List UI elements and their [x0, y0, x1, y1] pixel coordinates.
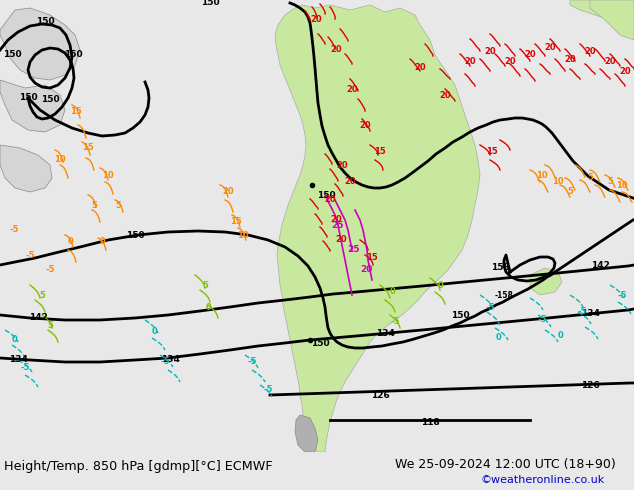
- Text: 15: 15: [230, 218, 242, 226]
- Text: 0: 0: [495, 334, 501, 343]
- Text: 5: 5: [202, 280, 208, 290]
- Text: 126: 126: [371, 391, 389, 399]
- Text: 118: 118: [420, 417, 439, 426]
- Text: 20: 20: [414, 64, 426, 73]
- Text: 25: 25: [332, 220, 344, 229]
- Text: 134: 134: [375, 329, 394, 339]
- Text: 20: 20: [564, 55, 576, 65]
- Text: 20: 20: [310, 16, 322, 24]
- Text: 150: 150: [126, 231, 145, 241]
- Text: 10: 10: [102, 171, 114, 179]
- Text: -5: -5: [577, 308, 586, 317]
- Text: 5: 5: [587, 173, 593, 182]
- Text: 0: 0: [557, 330, 563, 340]
- Text: 0: 0: [152, 327, 158, 337]
- Text: -5: -5: [10, 225, 19, 235]
- Text: 126: 126: [581, 381, 599, 390]
- Text: 20: 20: [336, 161, 348, 170]
- Text: 20: 20: [330, 216, 342, 224]
- Text: -5: -5: [247, 358, 257, 367]
- Text: 20: 20: [360, 266, 372, 274]
- Polygon shape: [295, 415, 318, 452]
- Text: 0: 0: [437, 280, 443, 290]
- Text: Height/Temp. 850 hPa [gdmp][°C] ECMWF: Height/Temp. 850 hPa [gdmp][°C] ECMWF: [4, 460, 273, 472]
- Text: 20: 20: [484, 48, 496, 56]
- Text: -5: -5: [485, 303, 495, 313]
- Text: -5: -5: [160, 358, 170, 367]
- Text: 150: 150: [41, 96, 60, 104]
- Text: 20: 20: [619, 68, 631, 76]
- Text: 0: 0: [67, 238, 73, 246]
- Text: 25: 25: [347, 245, 359, 254]
- Polygon shape: [590, 0, 634, 40]
- Text: 20: 20: [439, 91, 451, 99]
- Text: 134: 134: [160, 356, 179, 365]
- Text: 0: 0: [99, 238, 105, 246]
- Polygon shape: [0, 80, 65, 132]
- Text: 20: 20: [604, 57, 616, 67]
- Text: 150: 150: [451, 312, 469, 320]
- Text: 5: 5: [91, 200, 97, 210]
- Text: 150: 150: [317, 192, 335, 200]
- Text: -5: -5: [20, 364, 30, 372]
- Text: 20: 20: [335, 236, 347, 245]
- Text: 134: 134: [9, 356, 27, 365]
- Text: 20: 20: [344, 177, 356, 187]
- Text: -158: -158: [495, 291, 514, 299]
- Text: 150: 150: [201, 0, 219, 7]
- Text: 5: 5: [47, 320, 53, 329]
- Polygon shape: [275, 5, 480, 452]
- Polygon shape: [0, 8, 80, 80]
- Text: 150: 150: [18, 94, 37, 102]
- Text: 10: 10: [237, 230, 249, 240]
- Text: 20: 20: [584, 48, 596, 56]
- Text: 15: 15: [374, 147, 386, 156]
- Polygon shape: [0, 145, 52, 192]
- Text: 142: 142: [29, 314, 48, 322]
- Text: 150: 150: [63, 50, 82, 59]
- Text: 158: 158: [491, 264, 509, 272]
- Text: -5: -5: [45, 266, 55, 274]
- Polygon shape: [570, 0, 634, 30]
- Text: 20: 20: [330, 46, 342, 54]
- Text: 15: 15: [82, 144, 94, 152]
- Text: 150: 150: [3, 50, 22, 59]
- Text: 20: 20: [346, 85, 358, 95]
- Text: 134: 134: [581, 310, 599, 318]
- Text: 10: 10: [616, 180, 628, 190]
- Text: 20: 20: [504, 57, 516, 67]
- Text: ©weatheronline.co.uk: ©weatheronline.co.uk: [480, 475, 604, 485]
- Text: 142: 142: [590, 262, 609, 270]
- Text: 150: 150: [311, 340, 329, 348]
- Text: 0: 0: [205, 303, 211, 313]
- Text: 150: 150: [36, 18, 55, 26]
- Text: 15: 15: [486, 147, 498, 156]
- Text: We 25-09-2024 12:00 UTC (18+90): We 25-09-2024 12:00 UTC (18+90): [395, 458, 616, 470]
- Text: 15: 15: [366, 253, 378, 263]
- Text: 0: 0: [389, 288, 395, 296]
- Text: 5: 5: [115, 200, 121, 210]
- Text: -5: -5: [263, 386, 273, 394]
- Text: 20: 20: [222, 188, 234, 196]
- Text: 10: 10: [536, 171, 548, 179]
- Text: 20: 20: [524, 50, 536, 59]
- Text: -5: -5: [618, 291, 627, 299]
- Text: -5: -5: [391, 318, 400, 326]
- Text: -5: -5: [25, 250, 35, 260]
- Text: 20: 20: [324, 196, 336, 204]
- Text: 10: 10: [54, 155, 66, 165]
- Text: 10: 10: [552, 177, 564, 187]
- Text: 0: 0: [12, 336, 18, 344]
- Text: -5: -5: [537, 316, 547, 324]
- Text: 15: 15: [70, 107, 82, 117]
- Text: 20: 20: [359, 121, 371, 129]
- Text: 20: 20: [464, 57, 476, 67]
- Text: 5: 5: [607, 177, 613, 187]
- Text: 5: 5: [567, 188, 573, 196]
- Text: 5: 5: [39, 291, 45, 299]
- Polygon shape: [530, 268, 562, 295]
- Text: 20: 20: [544, 44, 556, 52]
